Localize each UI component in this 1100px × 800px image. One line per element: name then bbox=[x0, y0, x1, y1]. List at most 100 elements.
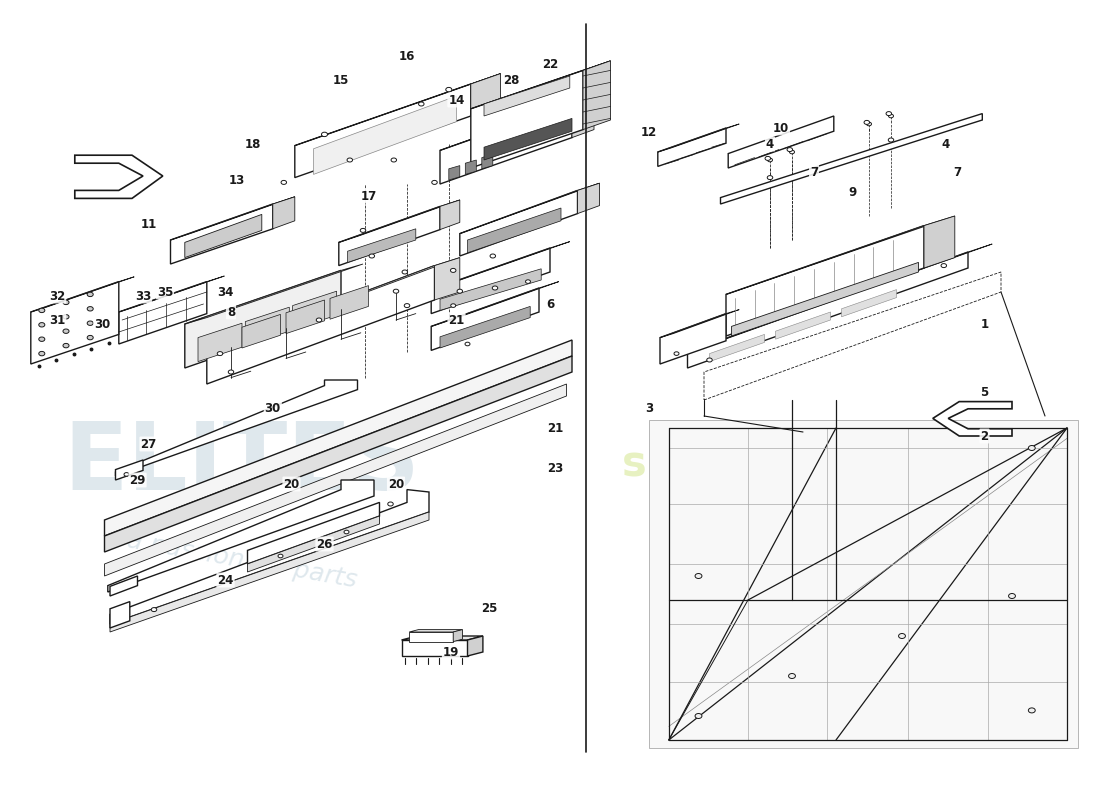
Polygon shape bbox=[440, 200, 460, 230]
Polygon shape bbox=[170, 197, 295, 240]
Circle shape bbox=[695, 574, 702, 578]
Polygon shape bbox=[104, 384, 566, 576]
Polygon shape bbox=[104, 356, 572, 552]
Text: 4: 4 bbox=[942, 138, 950, 150]
Text: 12: 12 bbox=[641, 126, 657, 138]
Circle shape bbox=[361, 229, 365, 232]
Polygon shape bbox=[286, 300, 324, 334]
Polygon shape bbox=[440, 96, 594, 150]
Polygon shape bbox=[248, 502, 380, 564]
Text: 7: 7 bbox=[953, 166, 961, 178]
Text: 16: 16 bbox=[399, 50, 415, 62]
Polygon shape bbox=[468, 208, 561, 253]
Polygon shape bbox=[273, 197, 295, 229]
Polygon shape bbox=[207, 266, 434, 384]
Circle shape bbox=[63, 314, 69, 319]
Circle shape bbox=[370, 254, 374, 258]
Text: since 1985: since 1985 bbox=[623, 443, 873, 485]
Polygon shape bbox=[409, 630, 462, 632]
Text: 2: 2 bbox=[980, 430, 989, 442]
Polygon shape bbox=[468, 636, 483, 656]
Polygon shape bbox=[431, 248, 550, 314]
Polygon shape bbox=[170, 204, 273, 264]
Polygon shape bbox=[339, 206, 440, 266]
Polygon shape bbox=[440, 306, 530, 348]
Polygon shape bbox=[732, 262, 918, 336]
Circle shape bbox=[899, 634, 905, 638]
Circle shape bbox=[63, 329, 69, 334]
Polygon shape bbox=[116, 460, 143, 480]
Circle shape bbox=[491, 254, 495, 258]
Polygon shape bbox=[108, 480, 374, 592]
Text: 11: 11 bbox=[141, 218, 156, 230]
Polygon shape bbox=[660, 310, 739, 338]
Polygon shape bbox=[720, 114, 982, 204]
Polygon shape bbox=[110, 576, 138, 596]
Polygon shape bbox=[110, 490, 429, 624]
Polygon shape bbox=[658, 128, 726, 166]
Polygon shape bbox=[431, 282, 559, 326]
Polygon shape bbox=[440, 269, 541, 310]
Circle shape bbox=[39, 337, 45, 342]
Polygon shape bbox=[185, 214, 262, 258]
Polygon shape bbox=[314, 96, 456, 174]
Polygon shape bbox=[726, 216, 955, 294]
Circle shape bbox=[39, 308, 45, 313]
Polygon shape bbox=[842, 290, 896, 317]
Polygon shape bbox=[185, 264, 363, 324]
Polygon shape bbox=[658, 124, 739, 152]
Circle shape bbox=[229, 370, 233, 374]
Text: 7: 7 bbox=[810, 166, 818, 178]
Polygon shape bbox=[431, 288, 539, 350]
Text: 32: 32 bbox=[50, 290, 65, 302]
Circle shape bbox=[394, 289, 398, 294]
Circle shape bbox=[865, 120, 870, 124]
Polygon shape bbox=[924, 216, 955, 268]
Circle shape bbox=[887, 111, 892, 115]
Text: 13: 13 bbox=[229, 174, 244, 186]
Circle shape bbox=[387, 502, 394, 506]
Polygon shape bbox=[660, 314, 726, 364]
Polygon shape bbox=[198, 323, 242, 362]
Polygon shape bbox=[688, 244, 992, 352]
Polygon shape bbox=[293, 291, 337, 330]
Circle shape bbox=[465, 342, 470, 346]
Text: 21: 21 bbox=[449, 314, 464, 326]
Circle shape bbox=[87, 306, 94, 311]
Text: a passion for parts: a passion for parts bbox=[125, 528, 359, 592]
Text: 30: 30 bbox=[265, 402, 280, 414]
Circle shape bbox=[282, 180, 286, 184]
Circle shape bbox=[87, 335, 94, 340]
Text: 18: 18 bbox=[245, 138, 261, 150]
Circle shape bbox=[87, 321, 94, 326]
Polygon shape bbox=[710, 334, 764, 362]
Circle shape bbox=[344, 530, 349, 534]
Text: 28: 28 bbox=[504, 74, 519, 86]
Polygon shape bbox=[453, 630, 462, 642]
Polygon shape bbox=[409, 632, 453, 642]
Text: 10: 10 bbox=[773, 122, 789, 134]
Circle shape bbox=[39, 322, 45, 327]
Text: 30: 30 bbox=[95, 318, 110, 330]
Text: 19: 19 bbox=[443, 646, 459, 658]
Polygon shape bbox=[104, 340, 572, 536]
Polygon shape bbox=[295, 84, 471, 178]
Polygon shape bbox=[572, 96, 594, 138]
Polygon shape bbox=[330, 286, 369, 319]
Text: 27: 27 bbox=[141, 438, 156, 450]
Text: 34: 34 bbox=[218, 286, 233, 298]
Polygon shape bbox=[649, 420, 1078, 748]
Polygon shape bbox=[726, 226, 924, 336]
Circle shape bbox=[152, 608, 157, 611]
Circle shape bbox=[674, 352, 679, 355]
Text: 33: 33 bbox=[135, 290, 151, 302]
Polygon shape bbox=[933, 402, 1012, 436]
Circle shape bbox=[124, 473, 129, 476]
Circle shape bbox=[218, 351, 222, 355]
Text: 21: 21 bbox=[548, 422, 563, 434]
Circle shape bbox=[786, 147, 792, 152]
Text: 6: 6 bbox=[546, 298, 554, 310]
Circle shape bbox=[317, 318, 321, 322]
Polygon shape bbox=[348, 229, 416, 262]
Polygon shape bbox=[688, 252, 968, 368]
